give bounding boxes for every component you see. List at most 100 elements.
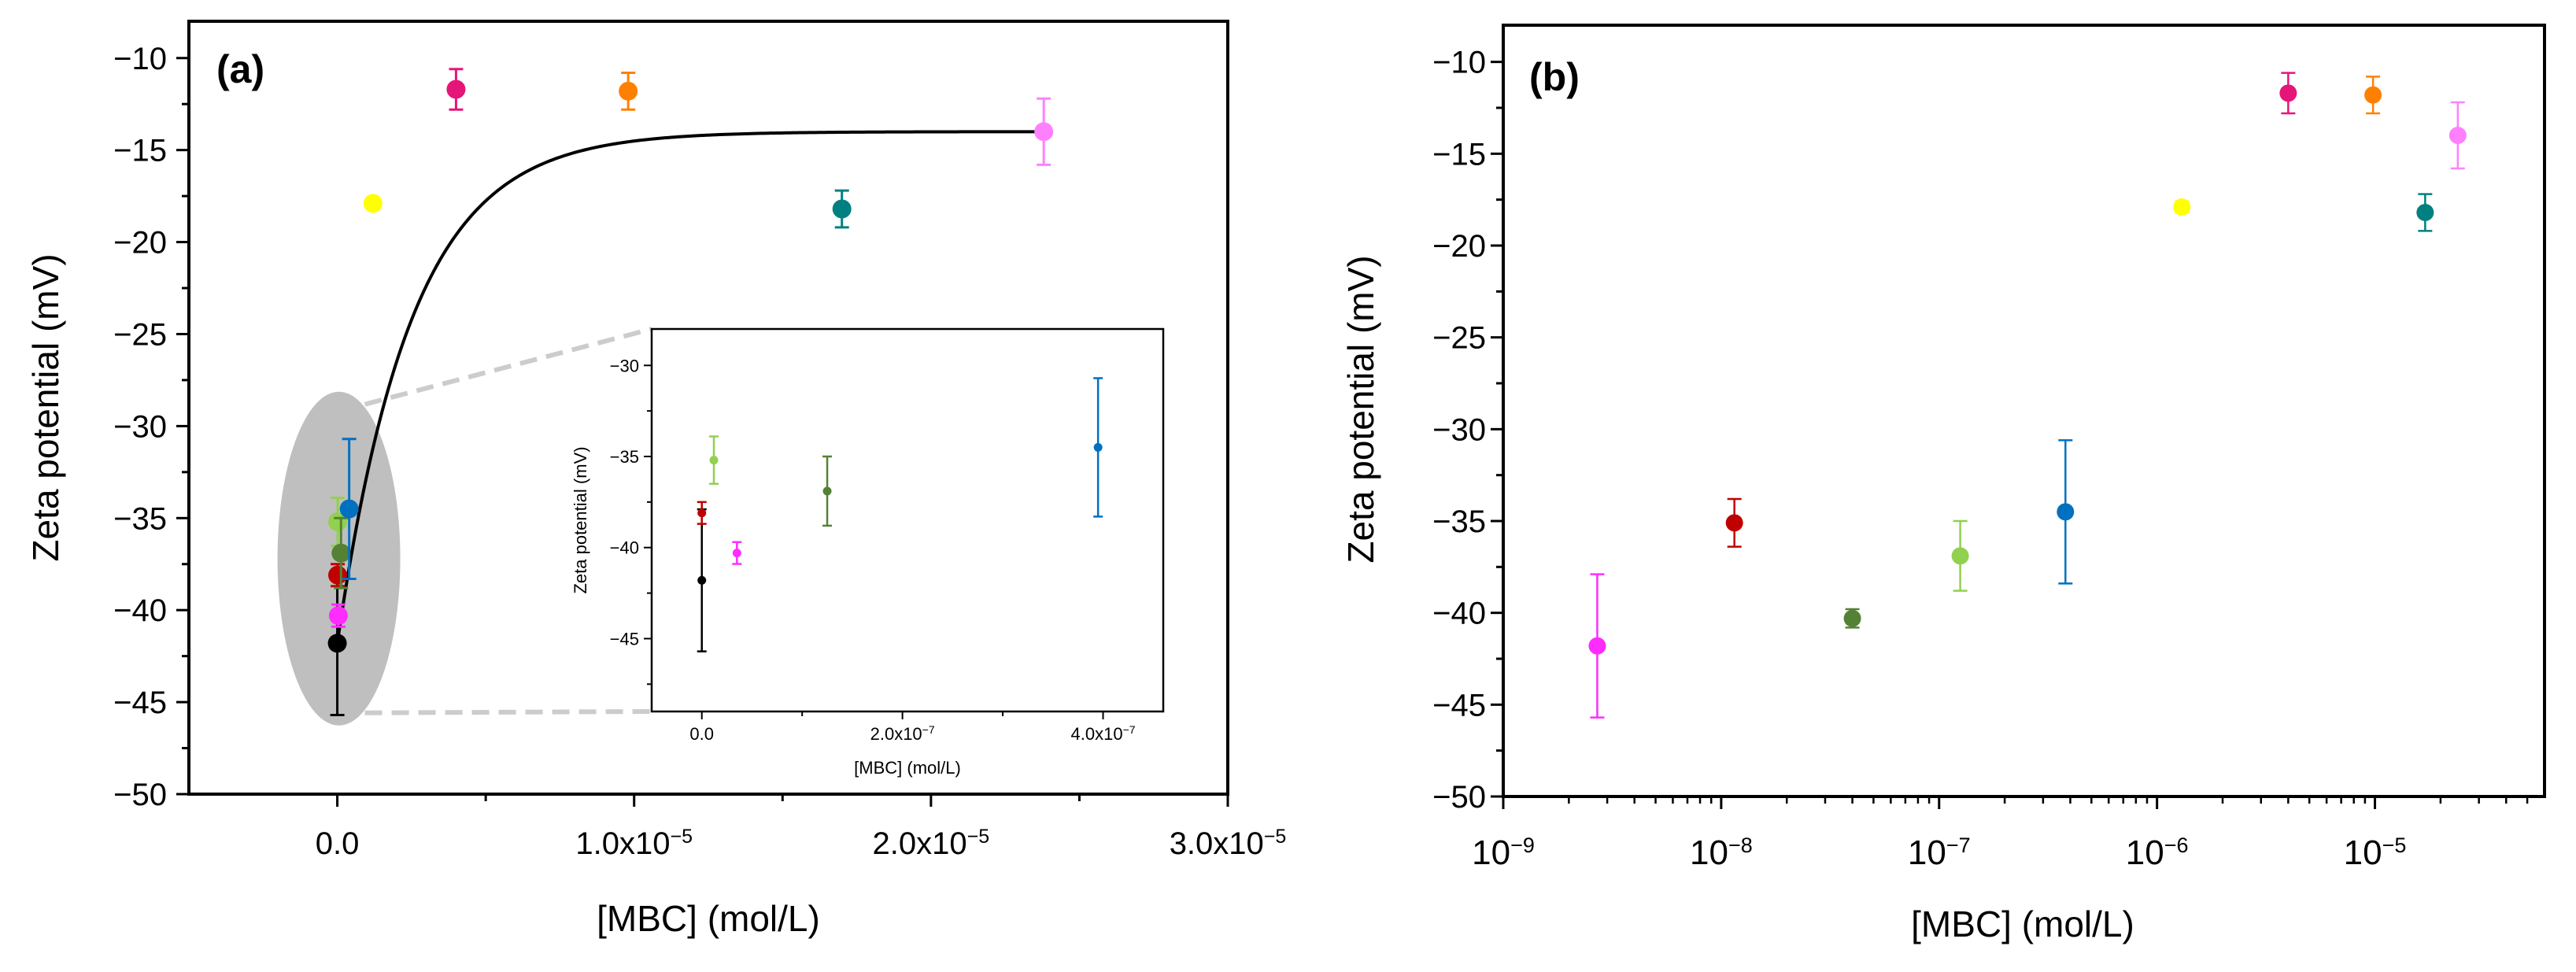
panel-a-y-tick-label: −30: [113, 409, 167, 444]
panel-b-x-tick-label-mantissa: 10: [1472, 833, 1510, 872]
panel-a-y-tick-label: −10: [113, 42, 167, 76]
panel-b-x-tick-label-mantissa: 10: [1690, 833, 1728, 872]
panel-b-y-axis-title: Zeta potential (mV): [1340, 255, 1381, 563]
panel-b-x-tick-label: 10−9: [1472, 833, 1535, 872]
panel-b-y-tick-label: −50: [1432, 780, 1486, 815]
inset-chart: 0.0 2.0x10−7 4.0x10−7 −45−40−35−30 [MBC] (…: [571, 327, 1165, 778]
panel-a-point-blue-marker: [339, 499, 359, 519]
inset-x-tick-label-mantissa: 2.0x10: [870, 724, 922, 744]
zoom-line-bottom: [364, 709, 652, 715]
inset-marks: [697, 377, 1103, 652]
panel-b-ticks: [1491, 61, 2529, 809]
panel-a-y-tick-labels: −50 −45 −40 −35 −30 −25 −20 −15 −10: [113, 42, 167, 812]
panel-b-y-tick-label: −25: [1432, 321, 1486, 356]
inset-x-tick-labels: 0.0 2.0x10−7 4.0x10−7: [689, 723, 1135, 744]
inset-x-tick-label-mantissa: 0.0: [689, 724, 714, 744]
panel-a-x-tick-label-exponent: −5: [1264, 826, 1287, 848]
panel-b-point-light-green-marker: [1951, 547, 1969, 565]
panel-a-label: (a): [216, 47, 264, 91]
panel-b-y-tick-label: −30: [1432, 412, 1486, 447]
panel-a-x-tick-label: 3.0x10−5: [1170, 826, 1287, 861]
panel-b-x-tick-label: 10−6: [2126, 833, 2189, 872]
inset-x-tick-label-mantissa: 4.0x10: [1071, 724, 1123, 744]
panel-a-point-teal-marker: [832, 199, 852, 219]
panel-a-x-tick-label-mantissa: 0.0: [316, 826, 360, 861]
panel-a-x-tick-label-mantissa: 3.0x10: [1170, 826, 1264, 861]
inset-point-black-marker: [697, 575, 707, 585]
panel-a-y-axis-title: Zeta potential (mV): [25, 253, 66, 561]
panel-a-point-olive-green-marker: [331, 543, 351, 563]
inset-point-light-green-marker: [709, 456, 719, 465]
panel-b-y-tick-label: −10: [1432, 46, 1486, 80]
inset-y-tick-label: −40: [610, 538, 639, 558]
panel-b-y-tick-label: −40: [1432, 597, 1486, 631]
panel-b-point-pink-marker: [2448, 127, 2467, 144]
panel-a-point-black-marker: [327, 634, 347, 653]
panel-b-point-crimson-marker: [2279, 84, 2297, 102]
panel-a-y-tick-label: −45: [113, 686, 167, 720]
panel-a-marks: [327, 68, 1054, 716]
panel-a-point-crimson-marker: [446, 79, 466, 99]
panel-b-y-tick-labels: −50 −45 −40 −35 −30 −25 −20 −15 −10: [1432, 46, 1486, 815]
panel-b-x-tick-label-mantissa: 10: [2126, 833, 2164, 872]
inset-x-tick-label: 2.0x10−7: [870, 723, 935, 744]
panel-a-x-tick-label-mantissa: 2.0x10: [873, 826, 967, 861]
panel-b-x-tick-label: 10−8: [1690, 833, 1753, 872]
panel-b-y-tick-label: −20: [1432, 229, 1486, 264]
panel-a-y-tick-label: −20: [113, 226, 167, 261]
panel-a-x-tick-label-exponent: −5: [671, 826, 693, 848]
inset-y-tick-labels: −45 −40 −35 −30: [610, 356, 639, 649]
inset-x-axis-title: [MBC] (mol/L): [854, 758, 961, 778]
inset-point-red-marker: [697, 508, 707, 518]
panel-a: 0.0 1.0x10−5 2.0x10−5 3.0x10−5 −50−45−40−35…: [25, 20, 1287, 939]
inset-y-tick-label: −45: [610, 629, 639, 649]
panel-b-y-tick-label: −15: [1432, 137, 1486, 172]
panel-b-x-tick-labels: 10−9 10−8 10−7 10−6 10−5: [1472, 833, 2406, 872]
panel-b-point-blue-marker: [2057, 503, 2075, 521]
inset-y-tick-label: −30: [610, 356, 639, 375]
panel-b-x-tick-label-exponent: −8: [1728, 833, 1753, 857]
inset-point-blue-marker: [1093, 442, 1103, 452]
panel-a-x-tick-label-mantissa: 1.0x10: [575, 826, 670, 861]
panel-b-point-yellow-marker: [2173, 198, 2191, 216]
panel-b-y-tick-label: −45: [1432, 688, 1486, 723]
panel-b-x-tick-label-exponent: −5: [2382, 833, 2407, 857]
panel-a-y-tick-label: −40: [113, 593, 167, 628]
panel-a-x-axis-title: [MBC] (mol/L): [597, 898, 820, 939]
panel-a-y-tick-label: −15: [113, 134, 167, 168]
panel-a-point-pink-marker: [1034, 122, 1054, 142]
panel-a-point-orange-marker: [619, 81, 638, 101]
inset-point-olive-green-marker: [822, 486, 832, 496]
panel-b-point-orange-marker: [2364, 86, 2382, 104]
panel-a-x-tick-labels: 0.0 1.0x10−5 2.0x10−5 3.0x10−5: [316, 826, 1287, 861]
fit-curve: [335, 130, 1044, 644]
zoom-line-top: [364, 327, 652, 407]
panel-b-point-magenta-marker: [1588, 637, 1606, 655]
panel-b-x-tick-label-exponent: −9: [1510, 833, 1535, 857]
panel-a-x-tick-label: 2.0x10−5: [873, 826, 990, 861]
panel-b-y-tick-label: −35: [1432, 504, 1486, 539]
panel-b: 10−9 10−8 10−7 10−6 10−5 −50−45−40−35−30−25−…: [1340, 24, 2546, 944]
panel-b-point-red-marker: [1725, 514, 1743, 532]
panel-a-frame: [187, 20, 1229, 796]
panel-b-frame: [1502, 24, 2546, 798]
panel-a-ticks: [176, 57, 1229, 807]
panel-a-point-yellow-marker: [363, 194, 383, 213]
panel-a-y-tick-label: −50: [113, 778, 167, 812]
inset-y-tick-label: −35: [610, 447, 639, 467]
panel-a-point-red-marker: [328, 565, 348, 585]
inset-ticks: [644, 364, 1104, 719]
panel-a-x-tick-label-exponent: −5: [967, 826, 990, 848]
panel-b-x-tick-label: 10−7: [1908, 833, 1971, 872]
panel-b-x-tick-label-exponent: −6: [2164, 833, 2189, 857]
inset-x-tick-label: 0.0: [689, 724, 714, 744]
panel-a-x-tick-label: 1.0x10−5: [575, 826, 693, 861]
panel-b-point-olive-green-marker: [1843, 609, 1861, 627]
panel-b-x-tick-label-mantissa: 10: [1908, 833, 1946, 872]
inset-x-tick-label-exponent: −7: [1123, 723, 1136, 736]
inset-x-tick-label: 4.0x10−7: [1071, 723, 1136, 744]
panel-a-point-magenta-marker: [328, 606, 348, 626]
panel-a-x-tick-label: 0.0: [316, 826, 360, 861]
panel-b-x-tick-label-exponent: −7: [1946, 833, 1971, 857]
